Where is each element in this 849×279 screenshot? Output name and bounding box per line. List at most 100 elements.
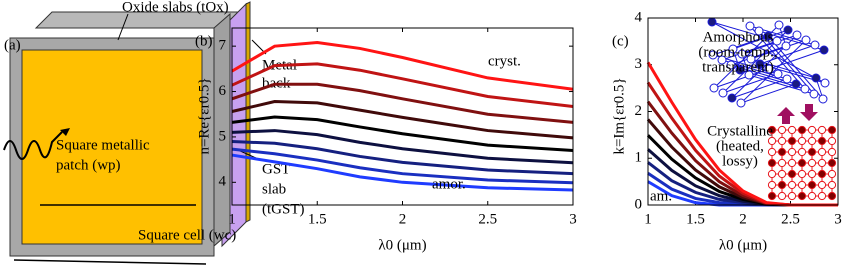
inset-atom <box>744 70 754 80</box>
inset-atom <box>787 147 797 157</box>
x-tick-label: 2.5 <box>781 211 800 227</box>
inset-atom <box>827 191 837 201</box>
inset-atom <box>707 17 717 27</box>
gst-label: (tGST) <box>262 201 305 217</box>
inset-atom <box>782 74 792 84</box>
cell-label: Square cell (wc) <box>138 227 236 243</box>
inset-bond <box>740 39 807 104</box>
inset-label: (heated, <box>716 138 764 154</box>
inset-atom <box>708 50 718 60</box>
inset-atom <box>787 180 797 190</box>
inset-bond <box>759 44 816 65</box>
inset-label: transparent) <box>702 59 774 75</box>
y-tick-label: 4 <box>219 174 227 190</box>
inset-atom <box>827 125 837 135</box>
inset-atom <box>777 158 787 168</box>
inset-bond <box>712 35 769 56</box>
inset-atom <box>817 180 827 190</box>
inset-atom <box>718 88 728 98</box>
inset-atom <box>807 147 817 157</box>
inset-atom <box>767 136 777 146</box>
inset-bond <box>768 49 825 70</box>
inset-atom <box>787 136 797 146</box>
metal-back <box>245 1 251 223</box>
inset-atom <box>827 158 837 168</box>
inset-atom <box>754 26 764 36</box>
gst-label: GST <box>262 161 290 177</box>
annotation: cryst. <box>488 53 521 69</box>
inset-atom <box>777 147 787 157</box>
wave-head <box>60 128 70 136</box>
inset-bond <box>750 39 807 60</box>
inset-atom <box>807 125 817 135</box>
inset-atom <box>807 191 817 201</box>
inset-atom <box>767 180 777 190</box>
x-axis-label: λ0 (μm) <box>719 237 767 253</box>
series-line <box>231 82 574 124</box>
inset-atom <box>791 79 801 89</box>
series-line <box>231 115 574 153</box>
transition-arrow <box>777 107 795 124</box>
x-tick-label: 3 <box>834 211 842 227</box>
inset-atom <box>809 89 819 99</box>
inset-atom <box>767 191 777 201</box>
inset-atom <box>827 136 837 146</box>
annotation: am. <box>650 188 672 204</box>
inset-bond <box>731 78 788 99</box>
inset-atom <box>777 180 787 190</box>
inset-atom <box>777 191 787 201</box>
inset-bond <box>713 68 770 89</box>
inset-atom <box>717 55 727 65</box>
inset-bond <box>722 73 779 94</box>
inset-label: Crystalline <box>707 123 773 139</box>
oxide-pointer <box>117 13 129 41</box>
inset-label: (room-temp., <box>698 44 777 60</box>
inset-atom <box>827 169 837 179</box>
y-tick-label: 5 <box>219 128 227 144</box>
cell-arrow <box>13 259 207 265</box>
inset-atom <box>767 169 777 179</box>
x-tick-label: 2.5 <box>478 211 497 227</box>
series-line <box>231 147 574 185</box>
inset-atom <box>810 40 820 50</box>
inset-atom <box>767 147 777 157</box>
inset-atom <box>800 84 810 94</box>
x-tick-label: 1 <box>228 211 236 227</box>
panel-label: (b) <box>195 33 213 49</box>
y-axis-label: n=Re{εr0.5} <box>196 77 212 154</box>
series-line <box>231 62 574 109</box>
inset-atom <box>726 60 736 70</box>
inset-atom <box>807 169 817 179</box>
panel-label: (c) <box>612 33 629 49</box>
inset-bond <box>741 34 798 55</box>
inset-atom <box>817 136 827 146</box>
inset-bond <box>721 40 778 61</box>
inset-atom <box>767 125 777 135</box>
x-tick-label: 3 <box>569 211 577 227</box>
inset-atom <box>737 49 747 59</box>
inset-atom <box>783 25 793 35</box>
panel-label: (a) <box>4 37 21 53</box>
wave <box>3 131 63 160</box>
x-axis-label: λ0 (μm) <box>378 237 426 253</box>
inset-atom <box>807 180 817 190</box>
inset-atom <box>817 125 827 135</box>
inset-atom <box>797 180 807 190</box>
x-tick-label: 2 <box>739 211 747 227</box>
series-line <box>231 129 574 165</box>
inset-atom <box>787 158 797 168</box>
inset-atom <box>787 169 797 179</box>
inset-atom <box>817 147 827 157</box>
inset-atom <box>817 169 827 179</box>
inset-atom <box>807 158 817 168</box>
cell-diagram <box>3 1 267 265</box>
inset-atom <box>797 125 807 135</box>
inset-atom <box>777 125 787 135</box>
inset-atom <box>735 65 745 75</box>
inset-atom <box>728 44 738 54</box>
x-tick-label: 1 <box>644 211 652 227</box>
inset-atom <box>811 73 821 83</box>
x-tick-label: 2 <box>399 211 407 227</box>
inset-atom <box>797 147 807 157</box>
plot-frame <box>647 17 839 206</box>
